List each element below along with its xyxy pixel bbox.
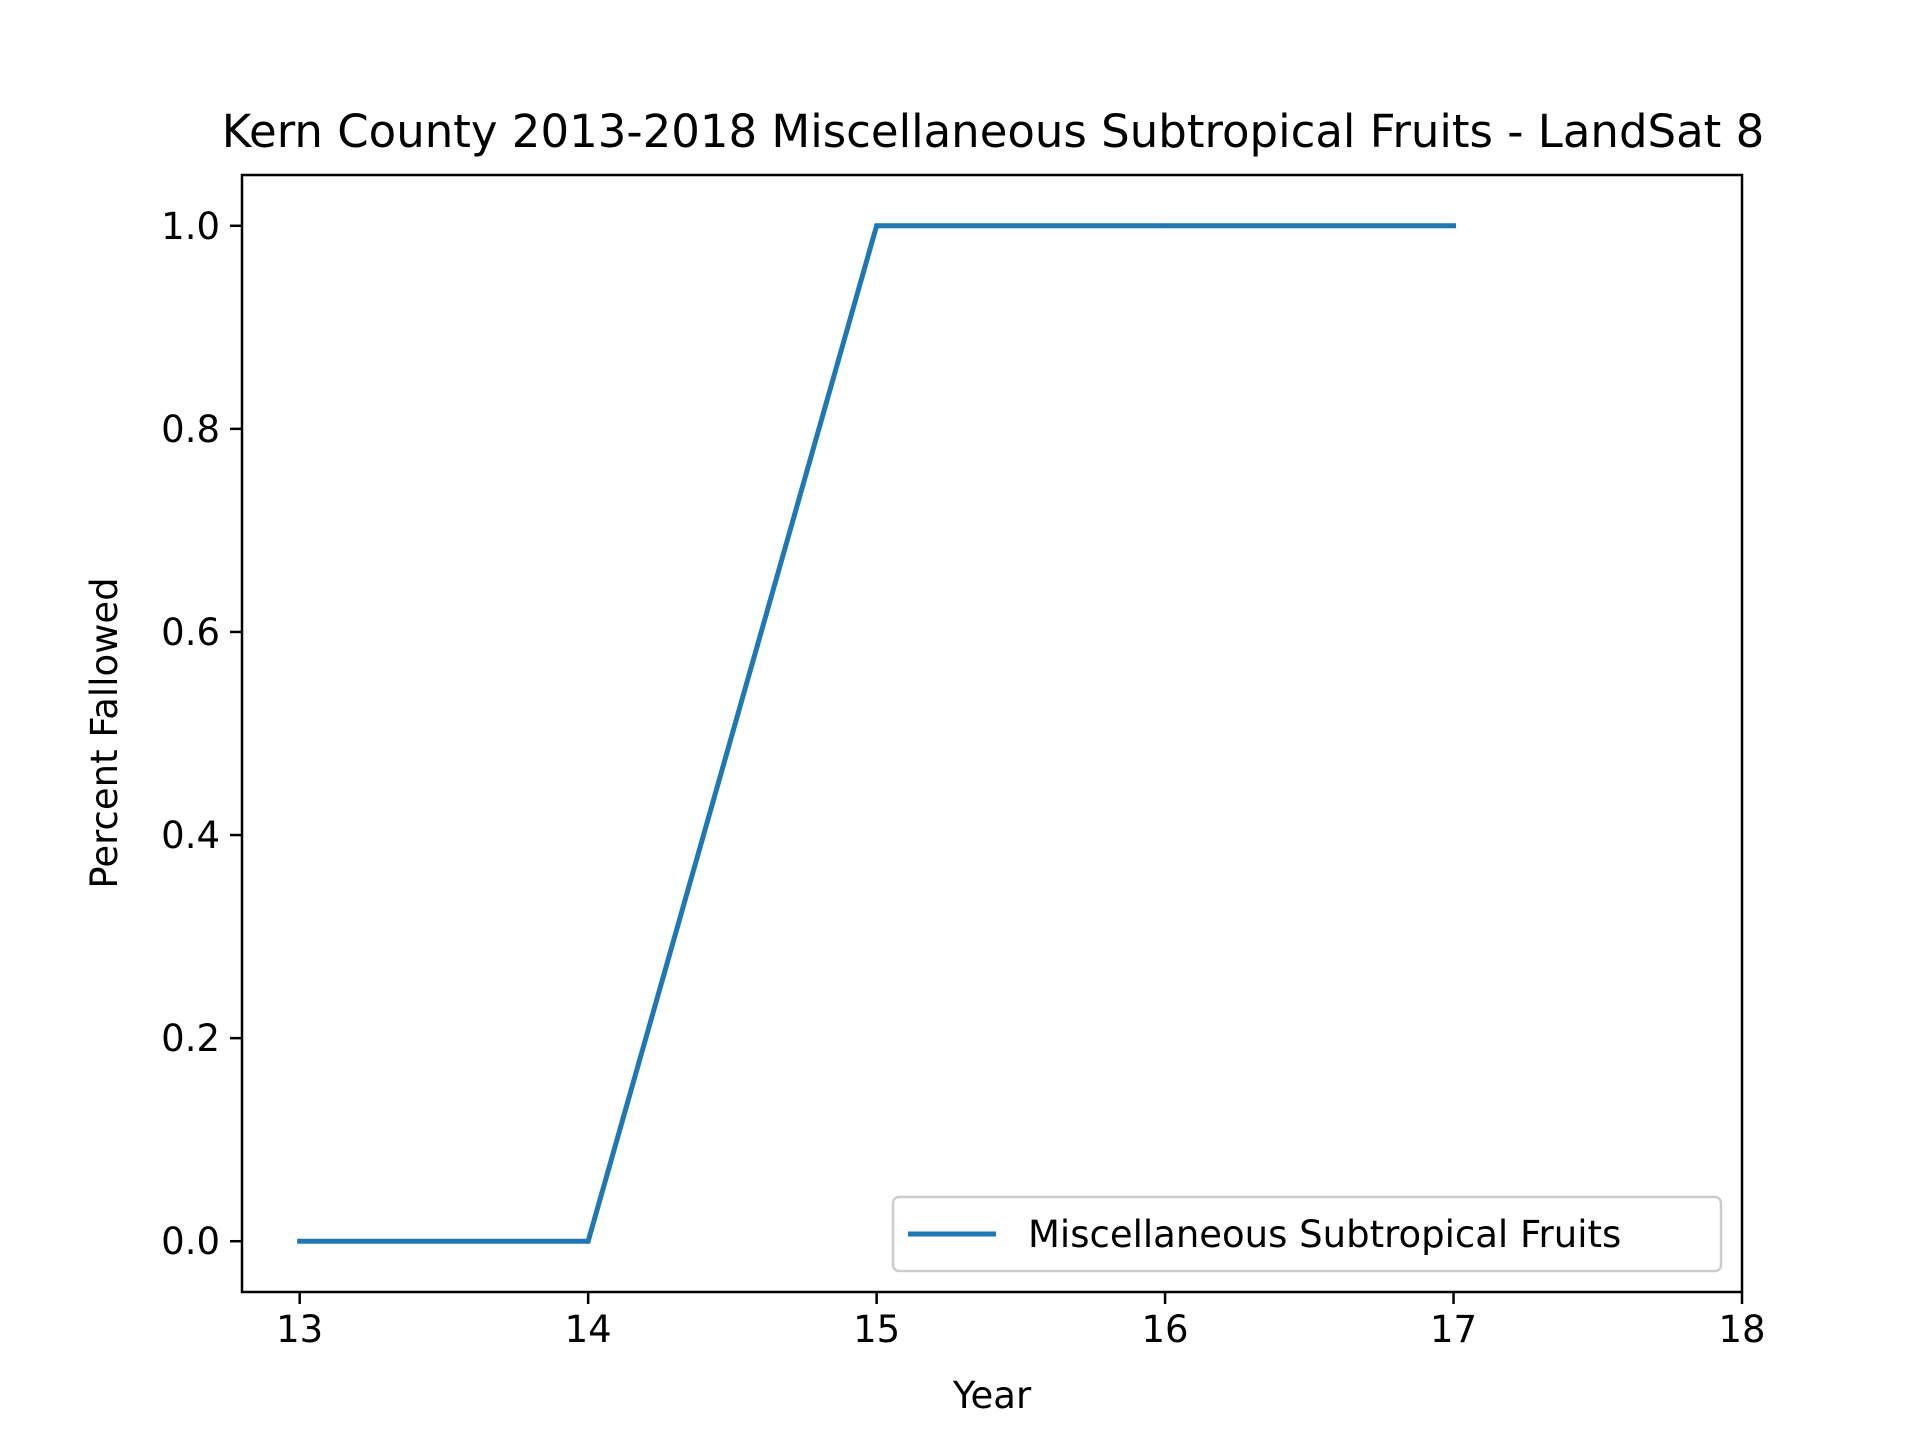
x-tick-label: 14 — [565, 1308, 612, 1351]
data-point — [1162, 223, 1168, 229]
data-point — [297, 1238, 303, 1244]
x-tick-label: 15 — [853, 1308, 900, 1351]
x-tick-label: 17 — [1430, 1308, 1477, 1351]
y-tick-label: 1.0 — [161, 205, 220, 248]
y-tick-label: 0.0 — [161, 1220, 220, 1263]
y-tick-label: 0.6 — [161, 611, 220, 654]
y-axis-label: Percent Fallowed — [83, 577, 126, 888]
data-point — [585, 1238, 591, 1244]
legend: Miscellaneous Subtropical Fruits — [891, 1195, 1723, 1273]
chart-title: Kern County 2013-2018 Miscellaneous Subt… — [222, 105, 1764, 158]
legend-label: Miscellaneous Subtropical Fruits — [1028, 1213, 1621, 1256]
axis-ticks: 13 14 15 16 17 18 0.0 0.2 0.4 0.6 0.8 1.0 — [161, 205, 1765, 1351]
plot-area — [242, 175, 1742, 1292]
plot-frame — [240, 173, 1744, 1294]
x-tick-label: 18 — [1718, 1308, 1765, 1351]
y-tick-label: 0.8 — [161, 408, 220, 451]
data-point — [874, 223, 880, 229]
y-tick-label: 0.2 — [161, 1017, 220, 1060]
x-tick-label: 13 — [276, 1308, 323, 1351]
series-layer — [297, 223, 1457, 1244]
data-point — [1451, 223, 1457, 229]
y-tick-label: 0.4 — [161, 814, 220, 857]
x-axis-label: Year — [952, 1374, 1032, 1417]
x-tick-label: 16 — [1142, 1308, 1189, 1351]
legend-box — [891, 1195, 1723, 1273]
